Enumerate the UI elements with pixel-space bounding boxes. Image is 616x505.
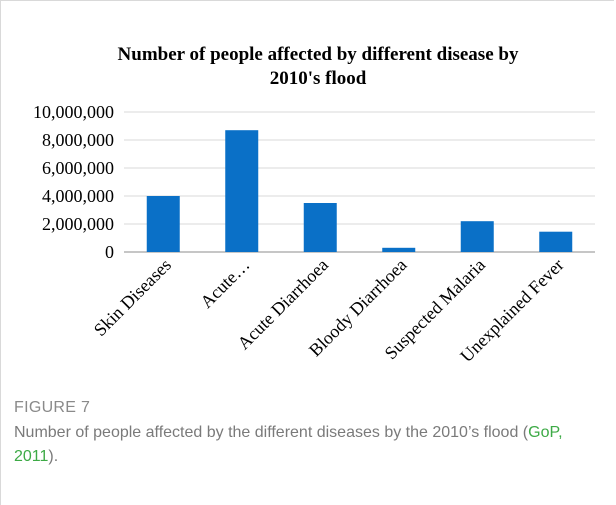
- y-tick-label: 0: [105, 242, 114, 262]
- y-tick-label: 10,000,000: [33, 102, 114, 122]
- y-tick-label: 4,000,000: [42, 186, 114, 206]
- bars: [146, 130, 573, 252]
- bar: [539, 231, 573, 252]
- bar: [382, 247, 416, 252]
- bar: [225, 130, 259, 252]
- chart-title-line-2: 2010's flood: [270, 68, 367, 89]
- y-tick-labels: 0 2,000,000 4,000,000 6,000,000 8,000,000 10,…: [33, 102, 114, 262]
- caption-text-after: ).: [48, 448, 59, 465]
- caption-text-before: Number of people affected by the differe…: [14, 424, 529, 441]
- x-tick-label: Skin Diseases: [90, 255, 175, 340]
- y-tick-label: 2,000,000: [42, 214, 114, 234]
- bar: [146, 196, 180, 252]
- bar-chart: Number of people affected by different d…: [33, 44, 595, 366]
- x-tick-label: Acute…: [196, 255, 253, 312]
- figure-label: FIGURE 7: [14, 399, 91, 416]
- y-tick-label: 6,000,000: [42, 158, 114, 178]
- figure-caption: FIGURE 7 Number of people affected by th…: [14, 399, 599, 469]
- y-tick-label: 8,000,000: [42, 130, 114, 150]
- caption-text: Number of people affected by the differe…: [14, 421, 599, 469]
- citation-link[interactable]: GoP, 2011: [14, 424, 563, 465]
- bar: [303, 203, 337, 252]
- bar: [460, 221, 494, 252]
- chart-title-line-1: Number of people affected by different d…: [118, 44, 519, 65]
- gridlines: [124, 111, 595, 225]
- x-tick-labels: Skin Diseases Acute…Acute DiarrhoeaBloody…: [90, 255, 568, 366]
